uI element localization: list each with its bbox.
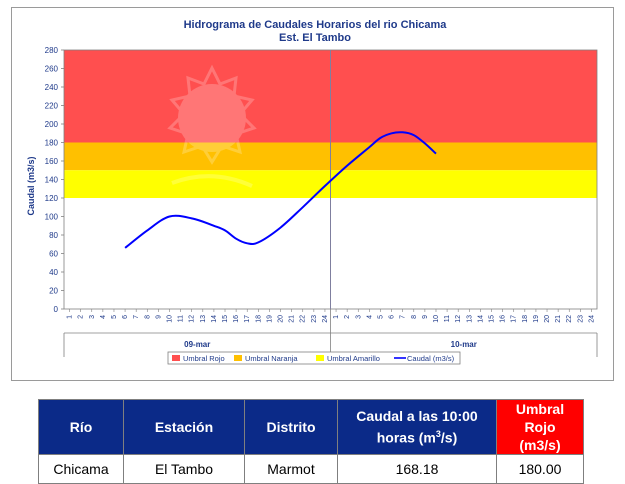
- x-tick-label: 14: [477, 315, 484, 323]
- chart-svg: 0204060801001201401601802002202402602801…: [26, 19, 598, 365]
- y-tick-label: 0: [54, 305, 59, 314]
- legend-label-0: Umbral Rojo: [183, 354, 225, 363]
- x-tick-label: 22: [566, 315, 573, 323]
- x-tick-label: 10: [433, 315, 440, 323]
- cell-umbral-rojo: 180.00: [496, 454, 584, 484]
- y-tick-label: 60: [49, 250, 58, 259]
- x-tick-label: 11: [178, 315, 185, 322]
- x-tick-label: 5: [377, 315, 384, 319]
- header-caudal-sup: 3: [435, 429, 441, 440]
- x-tick-label: 15: [489, 315, 496, 323]
- legend-label-1: Umbral Naranja: [245, 354, 298, 363]
- legend-label-3: Caudal (m3/s): [407, 354, 455, 363]
- header-distrito: Distrito: [244, 399, 338, 455]
- chart-title: Hidrograma de Caudales Horarios del rio …: [184, 19, 448, 31]
- y-tick-label: 20: [49, 287, 58, 296]
- y-tick-label: 100: [45, 213, 59, 222]
- x-tick-label: 16: [500, 315, 507, 323]
- y-tick-label: 280: [45, 46, 59, 55]
- x-tick-label: 9: [422, 315, 429, 319]
- x-tick-label: 18: [255, 315, 262, 323]
- x-tick-label: 17: [511, 315, 518, 323]
- header-umbral-rojo: Umbral Rojo (m3/s): [496, 399, 584, 455]
- header-rio: Río: [38, 399, 124, 455]
- x-tick-label: 5: [111, 315, 118, 319]
- x-tick-label: 6: [389, 315, 396, 319]
- legend-swatch-0: [172, 355, 180, 361]
- x-tick-label: 3: [89, 315, 96, 319]
- header-caudal-line2: horas (m: [376, 429, 436, 446]
- cell-estacion: El Tambo: [123, 454, 245, 484]
- y-tick-label: 200: [45, 120, 59, 129]
- y-axis-label: Caudal (m3/s): [26, 156, 36, 215]
- x-tick-label: 4: [366, 315, 373, 319]
- x-tick-label: 19: [266, 315, 273, 323]
- cell-distrito: Marmot: [244, 454, 338, 484]
- y-tick-label: 80: [49, 231, 58, 240]
- x-tick-label: 12: [455, 315, 462, 323]
- x-tick-label: 22: [300, 315, 307, 323]
- x-tick-label: 20: [544, 315, 551, 323]
- header-caudal-line1: Caudal a las 10:00: [356, 408, 478, 425]
- sun-watermark-icon: [167, 64, 257, 188]
- y-tick-label: 140: [45, 176, 59, 185]
- x-tick-label: 23: [311, 315, 318, 323]
- chart-subtitle: Est. El Tambo: [279, 32, 351, 44]
- x-tick-label: 12: [189, 315, 196, 323]
- x-tick-label: 9: [155, 315, 162, 319]
- x-tick-label: 23: [577, 315, 584, 323]
- x-tick-label: 4: [100, 315, 107, 319]
- x-tick-label: 21: [289, 315, 296, 323]
- x-tick-label: 17: [244, 315, 251, 323]
- table-header-row: Río Estación Distrito Caudal a las 10:00…: [38, 399, 584, 455]
- y-tick-label: 160: [45, 157, 59, 166]
- x-tick-label: 8: [411, 315, 418, 319]
- table-row: Chicama El Tambo Marmot 168.18 180.00: [38, 454, 584, 484]
- x-tick-label: 18: [522, 315, 529, 323]
- y-tick-label: 120: [45, 194, 59, 203]
- x-tick-label: 14: [211, 315, 218, 323]
- header-umbral-line2: (m3/s): [519, 437, 561, 453]
- legend-label-2: Umbral Amarillo: [327, 354, 380, 363]
- x-tick-label: 21: [555, 315, 562, 323]
- x-tick-label: 2: [78, 315, 85, 319]
- day-label-0: 09-mar: [184, 340, 210, 349]
- x-tick-label: 15: [222, 315, 229, 323]
- legend-swatch-1: [234, 355, 242, 361]
- series-line-caudal: [124, 131, 437, 249]
- x-tick-label: 8: [144, 315, 151, 319]
- header-estacion: Estación: [123, 399, 245, 455]
- x-tick-label: 3: [355, 315, 362, 319]
- x-tick-label: 13: [200, 315, 207, 323]
- x-tick-label: 10: [166, 315, 173, 323]
- x-tick-label: 6: [122, 315, 129, 319]
- y-tick-label: 180: [45, 139, 59, 148]
- info-table: Río Estación Distrito Caudal a las 10:00…: [38, 399, 584, 484]
- x-tick-label: 19: [533, 315, 540, 323]
- x-tick-label: 2: [344, 315, 351, 319]
- x-tick-label: 24: [588, 315, 595, 323]
- x-tick-label: 24: [322, 315, 329, 323]
- x-tick-label: 11: [444, 315, 451, 322]
- x-tick-label: 7: [400, 315, 407, 319]
- chart-frame: 0 20 40 60 80 100 120 140 160 180 200 220 240 260 280 1…: [11, 7, 614, 381]
- header-umbral-line1: Umbral Rojo: [515, 401, 565, 435]
- day-label-1: 10-mar: [451, 340, 477, 349]
- legend-swatch-2: [316, 355, 324, 361]
- header-caudal: Caudal a las 10:00 horas (m3/s): [337, 399, 497, 455]
- x-tick-label: 16: [233, 315, 240, 323]
- x-tick-label: 7: [133, 315, 140, 319]
- x-tick-label: 1: [333, 315, 340, 319]
- x-tick-label: 1: [67, 315, 74, 319]
- y-tick-label: 240: [45, 83, 59, 92]
- cell-caudal: 168.18: [337, 454, 497, 484]
- cell-rio: Chicama: [38, 454, 124, 484]
- y-tick-label: 260: [45, 65, 59, 74]
- x-tick-label: 20: [278, 315, 285, 323]
- header-caudal-line2-end: /s): [440, 429, 458, 446]
- y-tick-label: 220: [45, 102, 59, 111]
- x-tick-label: 13: [466, 315, 473, 323]
- y-tick-label: 40: [49, 268, 58, 277]
